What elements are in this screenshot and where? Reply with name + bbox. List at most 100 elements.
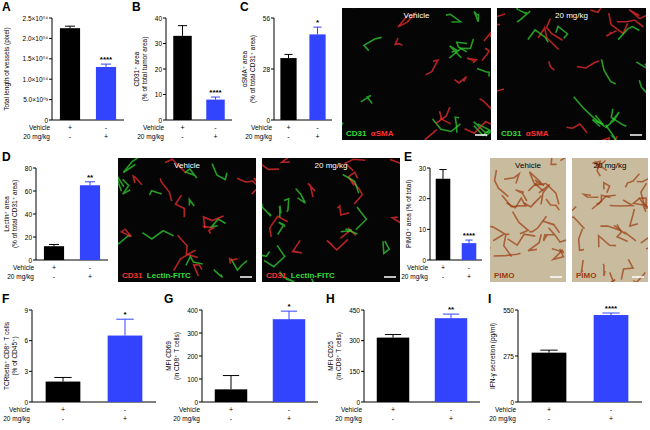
texture-stroke: [189, 200, 194, 207]
x-row-mark: +: [52, 264, 56, 271]
x-row-mark: +: [123, 415, 127, 422]
panel: DLectin⁺ area(% of total CD31⁺ area)0204…: [2, 150, 412, 305]
error-line: [288, 54, 289, 58]
x-row-mark: +: [441, 264, 445, 271]
significance: ****: [463, 231, 476, 240]
micrograph: 20 mg/kgCD31Lectin-FITC: [246, 154, 412, 305]
y-tick: [361, 310, 364, 311]
x-row-mark: +: [61, 406, 65, 413]
texture-stroke: [603, 264, 605, 276]
scale-bar: [240, 276, 252, 278]
x-row-label: 20 mg/kg: [489, 415, 516, 423]
texture-stroke: [455, 117, 459, 133]
error-line: [90, 182, 91, 185]
texture-stroke: [418, 130, 437, 140]
texture-stroke: [584, 194, 599, 197]
panel: CαSMA⁺ area(% of total CD31⁺ area)02856*…: [240, 0, 650, 155]
texture-stroke: [544, 235, 555, 241]
x-row-mark: +: [609, 415, 613, 422]
scale-bar: [384, 276, 396, 278]
y-tick-label: 5.0×10⁰³: [23, 96, 49, 103]
y-axis-label: IFN-γ secretion (pg/ml): [489, 323, 497, 389]
y-tick: [427, 168, 430, 169]
y-tick: [199, 402, 202, 403]
panel: HMFI CD25(in CD8⁺ T cells)0150300450**Ve…: [326, 292, 480, 423]
figure: ATotal length of vessels (pixel)05.0×10⁰…: [0, 0, 650, 430]
texture-stroke: [356, 207, 367, 230]
y-tick-label: 80: [25, 165, 33, 172]
x-row-mark: +: [467, 273, 471, 280]
y-tick-label: 300: [349, 337, 360, 344]
x-row-mark: -: [610, 406, 613, 413]
texture-stroke: [539, 185, 550, 205]
y-tick-label: 0: [158, 117, 162, 124]
significance: *: [287, 302, 291, 311]
x-row-mark: -: [53, 273, 56, 280]
texture-stroke: [553, 249, 563, 260]
y-axis: [32, 310, 33, 402]
texture-stroke: [538, 28, 558, 50]
texture-stroke: [524, 196, 541, 207]
error-bar: [281, 311, 297, 319]
error-bar: [540, 350, 557, 353]
x-row-mark: +: [547, 406, 551, 413]
texture-stroke: [490, 226, 505, 241]
error-cap: [65, 26, 75, 27]
texture-stroke: [595, 272, 613, 282]
y-tick: [271, 120, 274, 121]
panel-letter: F: [2, 292, 9, 306]
x-row-label: 20 mg/kg: [245, 133, 272, 141]
texture-stroke: [392, 211, 400, 223]
y-tick: [163, 43, 166, 44]
y-tick: [163, 18, 166, 19]
texture-stroke: [617, 20, 644, 27]
texture: [572, 161, 648, 283]
y-tick-label: 9: [24, 307, 28, 314]
texture-stroke: [626, 174, 640, 188]
error-bar: [223, 376, 239, 390]
error-cap: [54, 377, 71, 378]
panel: FTCRbeta⁺ CD8⁺ T cells(% of CD45⁺)0369*V…: [2, 292, 156, 423]
y-tick: [199, 356, 202, 357]
bar: [215, 389, 247, 402]
texture-stroke: [123, 158, 138, 173]
error-cap: [540, 350, 557, 351]
bar: [96, 67, 116, 120]
x-row-label: Vehicle: [9, 406, 30, 413]
y-tick-label: 550: [503, 307, 514, 314]
error-line: [63, 377, 64, 381]
x-row-label: Vehicle: [495, 406, 516, 413]
error-line: [289, 311, 290, 319]
panel: IIFN-γ secretion (pg/ml)0275550****Vehic…: [488, 292, 642, 423]
x-row-label: 20 mg/kg: [23, 133, 50, 141]
image-background: [497, 8, 646, 140]
texture-stroke: [229, 258, 237, 264]
panel: GMFI CD69(in CD8⁺ T cells)0100200300400*…: [164, 292, 318, 423]
error-bar: [443, 314, 459, 318]
y-tick: [427, 198, 430, 199]
image-background: [118, 158, 256, 282]
texture-stroke: [474, 12, 478, 22]
bar: [60, 28, 80, 120]
texture-stroke: [270, 216, 288, 236]
image-background: [342, 8, 491, 140]
y-axis-label: TCRbeta⁺ CD8⁺ T cells: [3, 321, 10, 390]
y-tick: [271, 69, 274, 70]
y-tick-label: 28: [263, 66, 271, 73]
texture-stroke: [592, 115, 603, 126]
y-tick-label: 40: [25, 211, 33, 218]
bars: [377, 314, 467, 402]
texture-stroke: [560, 158, 566, 161]
bar: [436, 179, 451, 260]
stain-label: Lectin-FITC: [291, 271, 335, 280]
error-bar: [101, 64, 111, 67]
y-tick: [163, 69, 166, 70]
y-tick: [33, 260, 36, 261]
error-cap: [178, 25, 187, 26]
bar: [280, 58, 296, 120]
texture-stroke: [383, 241, 389, 253]
scale-bar: [550, 276, 562, 278]
bars: [173, 26, 224, 120]
texture-stroke: [497, 14, 505, 25]
y-tick-label: 0: [422, 257, 426, 264]
